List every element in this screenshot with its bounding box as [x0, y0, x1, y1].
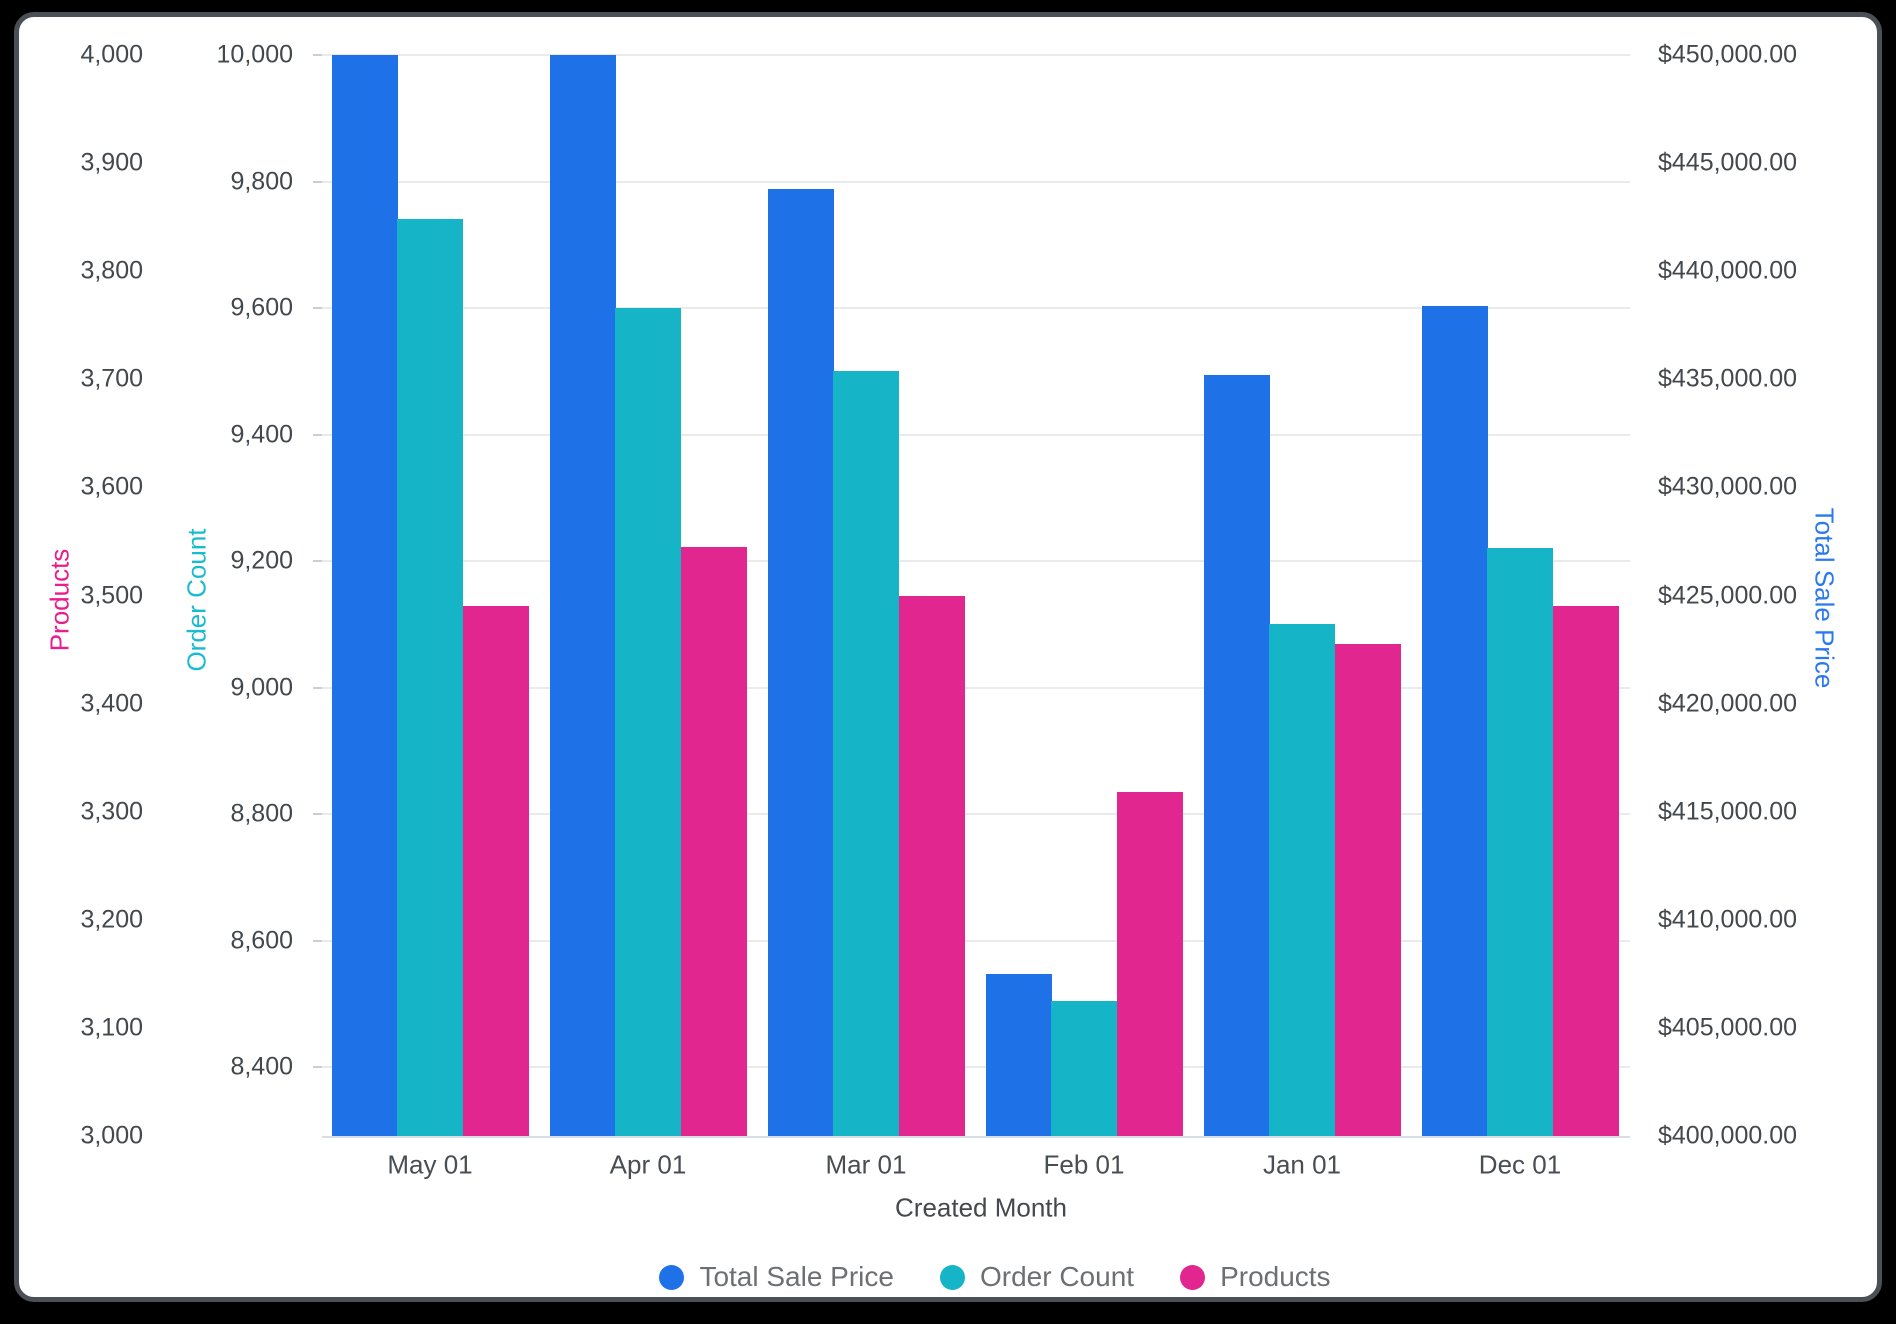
- price-axis-tick-label: $435,000.00: [1658, 364, 1798, 393]
- bar-total-sale-price-feb-01[interactable]: [986, 973, 1052, 1136]
- products-axis-tick-label: 3,300: [80, 797, 143, 826]
- count-axis-tick-label: 9,400: [230, 420, 293, 449]
- legend-label: Products: [1220, 1261, 1331, 1292]
- order-count-axis-tick: [313, 54, 322, 56]
- order-count-axis-title: Order Count: [181, 528, 212, 672]
- bar-total-sale-price-jan-01[interactable]: [1204, 374, 1270, 1136]
- bar-order-count-feb-01[interactable]: [1051, 1000, 1118, 1136]
- bar-order-count-apr-01[interactable]: [615, 308, 682, 1136]
- count-axis-tick-label: 8,800: [230, 799, 293, 828]
- total-sale-price-axis-title: Total Sale Price: [1809, 507, 1840, 689]
- products-axis-tick-label: 3,800: [80, 256, 143, 285]
- bar-order-count-dec-01[interactable]: [1487, 548, 1554, 1136]
- gridline: [322, 180, 1630, 183]
- gridline: [322, 307, 1630, 309]
- bar-total-sale-price-dec-01[interactable]: [1422, 305, 1488, 1136]
- bar-products-jan-01[interactable]: [1334, 644, 1401, 1136]
- count-axis-tick-label: 9,200: [230, 546, 293, 575]
- bar-order-count-may-01[interactable]: [397, 219, 464, 1136]
- x-axis-category-label: Mar 01: [825, 1149, 907, 1180]
- bar-total-sale-price-mar-01[interactable]: [768, 189, 834, 1136]
- order-count-axis-tick: [313, 307, 322, 309]
- price-axis-tick-label: $410,000.00: [1658, 905, 1798, 934]
- price-axis-tick-label: $405,000.00: [1658, 1013, 1798, 1042]
- products-axis-tick-label: 3,400: [80, 689, 143, 718]
- price-axis-tick-label: $420,000.00: [1658, 689, 1798, 718]
- legend-dot-total-sale-price: [659, 1264, 685, 1290]
- x-axis-line: [322, 1136, 1630, 1138]
- price-axis-tick-label: $425,000.00: [1658, 581, 1798, 609]
- x-axis-category-label: Apr 01: [609, 1149, 687, 1180]
- legend-item-total-sale-price[interactable]: Total Sale Price: [659, 1263, 894, 1291]
- count-axis-tick-label: 8,400: [230, 1052, 293, 1081]
- legend-item-order-count[interactable]: Order Count: [939, 1261, 1135, 1292]
- products-axis-tick-label: 3,600: [80, 472, 143, 501]
- products-axis-tick-label: 3,700: [80, 364, 143, 393]
- price-axis-tick-label: $450,000.00: [1658, 40, 1798, 69]
- gridline: [322, 939, 1630, 942]
- count-axis-tick-label: 8,600: [230, 926, 293, 955]
- legend-item-products[interactable]: Products: [1180, 1263, 1331, 1291]
- price-axis-tick-label: $440,000.00: [1658, 256, 1798, 285]
- count-axis-tick-label: 9,800: [230, 167, 293, 195]
- legend-dot-order-count: [939, 1264, 965, 1290]
- products-axis-tick-label: 3,200: [80, 905, 143, 934]
- products-axis-tick-label: 3,100: [80, 1013, 143, 1042]
- price-axis-tick-label: $400,000.00: [1658, 1121, 1798, 1150]
- products-axis-tick-label: 3,900: [80, 148, 143, 177]
- gridline: [322, 433, 1630, 436]
- bar-products-apr-01[interactable]: [680, 546, 747, 1136]
- bar-total-sale-price-apr-01[interactable]: [550, 55, 616, 1136]
- products-axis-tick-label: 3,000: [80, 1121, 143, 1150]
- legend: Total Sale Price Order Count Products: [301, 1263, 1689, 1291]
- price-axis-tick-label: $415,000.00: [1658, 797, 1798, 826]
- count-axis-tick-label: 10,000: [216, 40, 293, 69]
- bar-products-mar-01[interactable]: [898, 595, 965, 1136]
- x-axis-category-label: Dec 01: [1478, 1149, 1562, 1180]
- gridline: [322, 560, 1630, 563]
- bar-total-sale-price-may-01[interactable]: [332, 55, 398, 1136]
- x-axis-category-label: Jan 01: [1262, 1149, 1342, 1180]
- bar-products-feb-01[interactable]: [1116, 792, 1183, 1136]
- count-axis-tick-label: 9,600: [230, 293, 293, 322]
- price-axis-tick-label: $445,000.00: [1658, 148, 1798, 177]
- order-count-axis-tick: [313, 813, 322, 816]
- legend-label: Total Sale Price: [699, 1261, 894, 1292]
- products-axis-tick-label: 4,000: [80, 40, 143, 69]
- legend-dot-products: [1180, 1264, 1206, 1290]
- plot-area: 4,000 3,900 3,800 3,700 3,600 3,500 3,400 3,300…: [19, 17, 1877, 1297]
- x-axis-title: Created Month: [895, 1192, 1067, 1223]
- bar-order-count-jan-01[interactable]: [1269, 624, 1336, 1136]
- products-axis-tick-label: 3,500: [80, 581, 143, 609]
- count-axis-tick-label: 9,000: [230, 673, 293, 702]
- order-count-axis-tick: [313, 1066, 322, 1069]
- bar-products-may-01[interactable]: [462, 606, 529, 1136]
- legend-label: Order Count: [979, 1261, 1135, 1292]
- order-count-axis-tick: [313, 939, 322, 942]
- bar-order-count-mar-01[interactable]: [833, 371, 900, 1136]
- order-count-axis-tick: [313, 433, 322, 436]
- price-axis-tick-label: $430,000.00: [1658, 472, 1798, 501]
- x-axis-category-label: May 01: [387, 1149, 473, 1180]
- order-count-axis-tick: [313, 686, 322, 689]
- products-axis-title: Products: [44, 548, 75, 652]
- chart-card: 4,000 3,900 3,800 3,700 3,600 3,500 3,400 3,300…: [14, 12, 1882, 1302]
- gridline: [322, 54, 1630, 56]
- bar-products-dec-01[interactable]: [1552, 606, 1619, 1136]
- order-count-axis-tick: [313, 180, 322, 183]
- order-count-axis-tick: [313, 560, 322, 563]
- gridline: [322, 686, 1630, 689]
- gridline: [322, 813, 1630, 816]
- x-axis-category-label: Feb 01: [1043, 1149, 1125, 1180]
- gridline: [322, 1066, 1630, 1069]
